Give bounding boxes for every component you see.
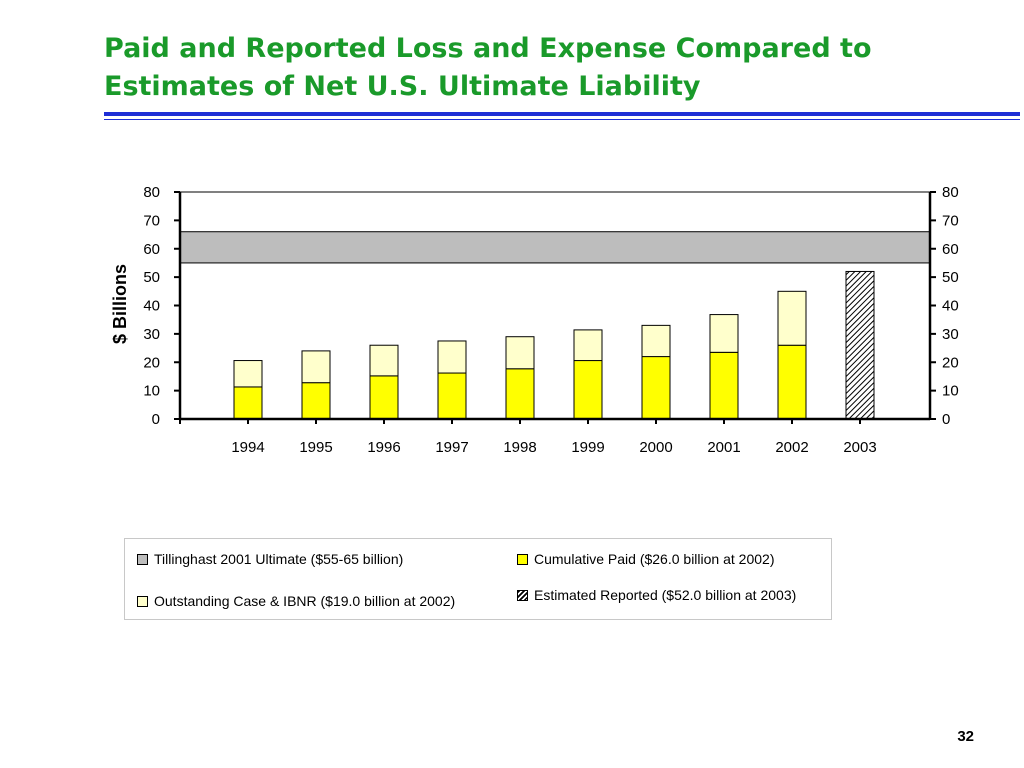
y-tick-label-right-70: 70 [942,212,959,229]
bar-estimated-2003 [845,270,875,420]
legend-label-outstanding: Outstanding Case & IBNR ($19.0 billion a… [154,593,456,609]
bar-paid-2001 [709,351,739,420]
y-tick-label-left-40: 40 [143,298,160,315]
x-tick-label-1996: 1996 [367,439,400,456]
title-rule-thick [104,112,1020,116]
title-line-2: Estimates of Net U.S. Ultimate Liability [104,71,701,102]
y-tick-label-right-20: 20 [942,354,959,371]
y-tick-label-left-60: 60 [143,241,160,258]
y-tick-label-right-60: 60 [942,241,959,258]
y-tick-label-right-10: 10 [942,383,959,400]
legend-item-outstanding: Outstanding Case & IBNR ($19.0 billion a… [137,593,455,609]
legend-item-estimated-reported: Estimated Reported ($52.0 billion at 200… [517,587,796,603]
legend-swatch-estimated-reported [517,589,528,601]
bar-outstanding-1994 [233,360,263,388]
x-tick-label-1997: 1997 [435,439,468,456]
title-rule-thin [104,119,1020,120]
chart-legend: Tillinghast 2001 Ultimate ($55-65 billio… [124,538,832,620]
band-tillinghast-ultimate [179,231,931,264]
y-tick-label-right-40: 40 [942,298,959,315]
x-tick-label-1995: 1995 [299,439,332,456]
bar-paid-1996 [369,375,399,420]
legend-swatch-tillinghast [137,553,148,565]
legend-item-tillinghast: Tillinghast 2001 Ultimate ($55-65 billio… [137,551,403,567]
legend-label-tillinghast: Tillinghast 2001 Ultimate ($55-65 billio… [154,551,404,567]
slide-title: Paid and Reported Loss and Expense Compa… [104,30,1004,106]
legend-item-cumulative-paid: Cumulative Paid ($26.0 billion at 2002) [517,551,774,567]
legend-swatch-cumulative-paid [517,553,528,565]
y-tick-label-left-10: 10 [143,383,160,400]
x-tick-label-2003: 2003 [843,439,876,456]
bar-paid-1994 [233,386,263,420]
x-tick-label-1998: 1998 [503,439,536,456]
bar-outstanding-1997 [437,340,467,374]
x-tick-label-2000: 2000 [639,439,672,456]
bar-paid-1998 [505,368,535,420]
y-tick-label-left-50: 50 [143,269,160,286]
bar-outstanding-2001 [709,314,739,353]
y-tick-label-right-50: 50 [942,269,959,286]
bar-outstanding-1999 [573,329,603,362]
y-tick-label-left-30: 30 [143,326,160,343]
legend-label-estimated-reported: Estimated Reported ($52.0 billion at 200… [534,587,797,603]
y-tick-label-left-0: 0 [152,411,160,428]
y-tick-label-left-80: 80 [143,184,160,201]
title-line-1: Paid and Reported Loss and Expense Compa… [104,33,872,64]
bar-paid-1995 [301,382,331,420]
bar-paid-1999 [573,360,603,420]
x-tick-label-1994: 1994 [231,439,264,456]
x-tick-label-2002: 2002 [775,439,808,456]
bar-outstanding-2002 [777,290,807,346]
legend-label-cumulative-paid: Cumulative Paid ($26.0 billion at 2002) [534,551,775,567]
bar-outstanding-1996 [369,344,399,377]
bar-paid-2002 [777,344,807,420]
x-tick-label-2001: 2001 [707,439,740,456]
bar-outstanding-1998 [505,336,535,370]
page-number: 32 [957,728,974,745]
y-tick-label-right-80: 80 [942,184,959,201]
x-tick-label-1999: 1999 [571,439,604,456]
bar-outstanding-2000 [641,324,671,358]
bar-outstanding-1995 [301,350,331,384]
y-tick-label-right-0: 0 [942,411,950,428]
legend-swatch-outstanding [137,595,148,607]
y-axis-label: $ Billions [110,264,130,344]
y-tick-label-right-30: 30 [942,326,959,343]
bar-paid-2000 [641,356,671,420]
bar-paid-1997 [437,372,467,420]
y-tick-label-left-20: 20 [143,354,160,371]
y-tick-label-left-70: 70 [143,212,160,229]
stacked-bar-chart: 1994 1995 1996 1997 1998 1999 2000 2001 2002 2003… [110,184,959,456]
